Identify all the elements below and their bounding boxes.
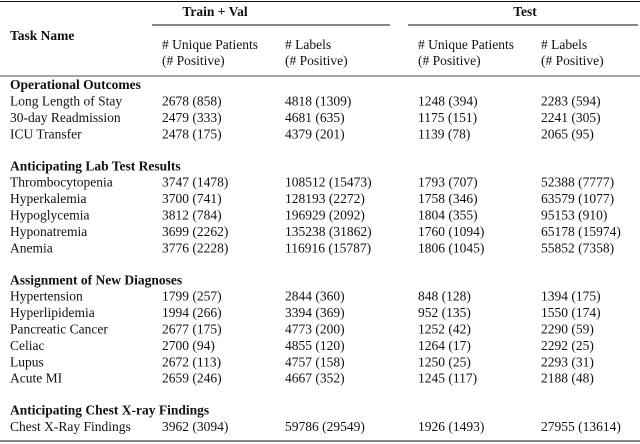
column-header: (# Positive) [162, 53, 225, 68]
cell: 1804 (355) [418, 207, 478, 222]
cell: 2678 (858) [162, 93, 222, 108]
cell: 952 (135) [418, 305, 471, 320]
cell: 1926 (1493) [418, 419, 484, 434]
cell: 2844 (360) [285, 289, 345, 304]
cell: 1139 (78) [418, 126, 470, 141]
column-header: (# Positive) [418, 53, 481, 68]
cell: 2672 (113) [162, 354, 221, 369]
section-title: Operational Outcomes [10, 77, 141, 92]
cell: 4818 (1309) [285, 93, 351, 108]
section-title: Anticipating Chest X-ray Findings [10, 403, 209, 418]
cell: 59786 (29549) [285, 419, 365, 434]
cell: 128193 (2272) [285, 191, 365, 206]
cell: 1175 (151) [418, 110, 477, 125]
cell: 1252 (42) [418, 321, 471, 336]
task-name: Hyperlipidemia [10, 305, 95, 320]
cell: 116916 (15787) [285, 240, 371, 255]
cell: 3699 (2262) [162, 224, 228, 239]
task-name: Hypertension [10, 289, 83, 304]
group-header: Train + Val [182, 4, 247, 19]
task-name: ICU Transfer [10, 126, 82, 141]
cell: 52388 (7777) [541, 175, 614, 190]
task-name: Chest X-Ray Findings [10, 419, 131, 434]
cell: 3812 (784) [162, 207, 222, 222]
cell: 4379 (201) [285, 126, 345, 141]
group-header: Test [513, 4, 537, 19]
column-header: (# Positive) [541, 53, 604, 68]
task-name: Hyperkalemia [10, 191, 86, 206]
cell: 4667 (352) [285, 371, 345, 386]
cell: 4773 (200) [285, 321, 345, 336]
cell: 2659 (246) [162, 371, 222, 386]
cell: 135238 (31862) [285, 224, 372, 239]
cell: 2677 (175) [162, 321, 222, 336]
cell: 3394 (369) [285, 305, 345, 320]
cell: 4757 (158) [285, 354, 345, 369]
cell: 196929 (2092) [285, 207, 365, 222]
cell: 63579 (1077) [541, 191, 614, 206]
task-name: Anemia [10, 240, 53, 255]
cell: 2188 (48) [541, 371, 594, 386]
cell: 3747 (1478) [162, 175, 228, 190]
column-header: # Labels [541, 37, 587, 52]
column-header: # Labels [285, 37, 331, 52]
task-name: Long Length of Stay [10, 93, 122, 108]
cell: 1264 (17) [418, 338, 471, 353]
cell: 3700 (741) [162, 191, 222, 206]
cell: 1806 (1045) [418, 240, 484, 255]
column-header: (# Positive) [285, 53, 348, 68]
cell: 1994 (266) [162, 305, 222, 320]
cell: 55852 (7358) [541, 240, 614, 255]
task-name: Hypoglycemia [10, 207, 89, 222]
cell: 1550 (174) [541, 305, 601, 320]
cell: 2065 (95) [541, 126, 594, 141]
cell: 2700 (94) [162, 338, 215, 353]
cell: 65178 (15974) [541, 224, 621, 239]
cell: 1799 (257) [162, 289, 222, 304]
section-title: Assignment of New Diagnoses [10, 272, 182, 287]
cell: 848 (128) [418, 289, 471, 304]
section-title: Anticipating Lab Test Results [10, 158, 181, 173]
task-name: Lupus [10, 354, 44, 369]
cell: 2292 (25) [541, 338, 594, 353]
cell: 1758 (346) [418, 191, 478, 206]
task-name: Acute MI [10, 371, 63, 386]
column-header: # Unique Patients [418, 37, 514, 52]
task-name: Pancreatic Cancer [10, 321, 108, 336]
task-name: 30-day Readmission [10, 110, 121, 125]
task-name: Hyponatremia [10, 224, 87, 239]
cell: 27955 (13614) [541, 419, 621, 434]
cell: 4855 (120) [285, 338, 345, 353]
cell: 1793 (707) [418, 175, 478, 190]
cell: 1248 (394) [418, 93, 478, 108]
cell: 2478 (175) [162, 126, 222, 141]
cell: 1245 (117) [418, 371, 477, 386]
cell: 2283 (594) [541, 93, 601, 108]
cell: 2290 (59) [541, 321, 594, 336]
task-name-header: Task Name [10, 28, 74, 43]
cell: 95153 (910) [541, 207, 607, 222]
cell: 1250 (25) [418, 354, 471, 369]
cell: 1394 (175) [541, 289, 601, 304]
task-name: Thrombocytopenia [10, 175, 113, 190]
column-header: # Unique Patients [162, 37, 258, 52]
cell: 4681 (635) [285, 110, 345, 125]
cell: 108512 (15473) [285, 175, 372, 190]
cell: 1760 (1094) [418, 224, 484, 239]
cell: 2241 (305) [541, 110, 601, 125]
cell: 2479 (333) [162, 110, 222, 125]
task-name: Celiac [10, 338, 44, 353]
cell: 3962 (3094) [162, 419, 228, 434]
cell: 3776 (2228) [162, 240, 228, 255]
cell: 2293 (31) [541, 354, 594, 369]
